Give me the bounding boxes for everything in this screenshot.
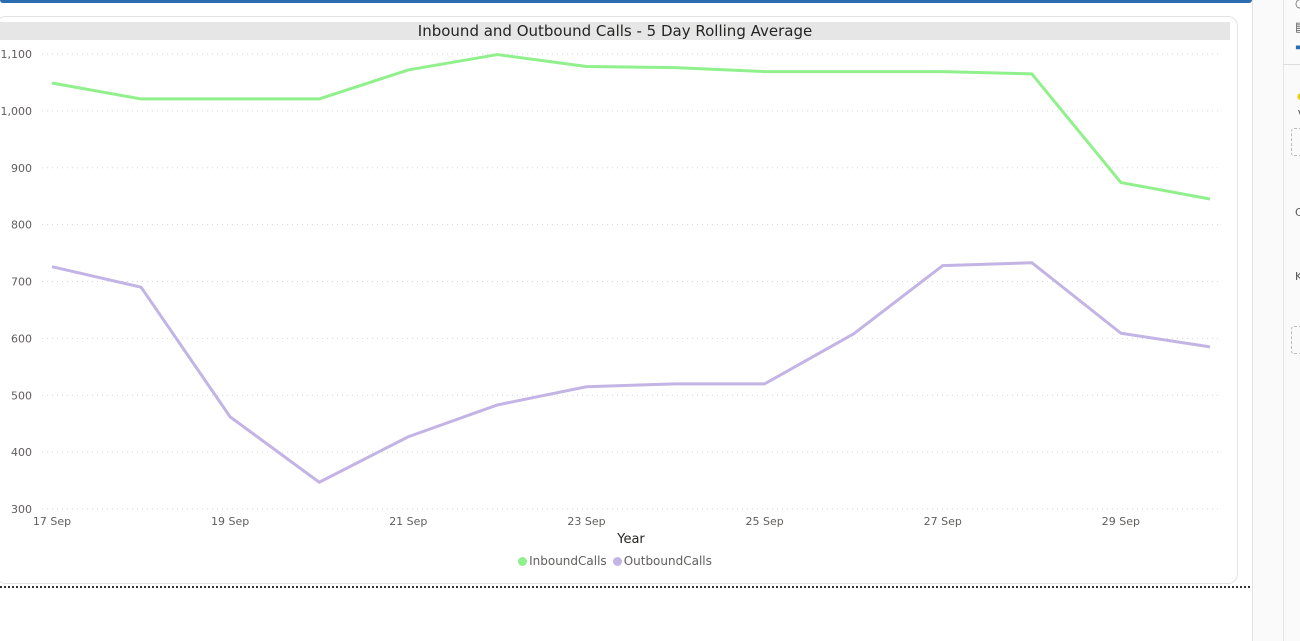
page-boundary-divider bbox=[0, 586, 1250, 588]
y-tick-label: 800 bbox=[11, 219, 32, 232]
data-point-outboundcalls[interactable] bbox=[937, 260, 949, 272]
data-point-inboundcalls[interactable] bbox=[580, 61, 592, 73]
top-visual-edge bbox=[0, 0, 1252, 3]
data-point-outboundcalls[interactable] bbox=[313, 476, 325, 488]
y-tick-label: 900 bbox=[11, 162, 32, 175]
x-tick-label: 17 Sep bbox=[33, 515, 71, 528]
chart-legend: InboundCalls OutboundCalls bbox=[0, 554, 1230, 568]
pane-divider bbox=[1283, 0, 1284, 641]
pane-letter: C bbox=[1295, 206, 1300, 219]
format-icon[interactable]: ▬ bbox=[1295, 42, 1300, 53]
data-point-outboundcalls[interactable] bbox=[1204, 341, 1216, 353]
x-tick-label: 21 Sep bbox=[389, 515, 427, 528]
legend-item-outbound[interactable]: OutboundCalls bbox=[612, 554, 712, 568]
y-tick-label: 400 bbox=[11, 446, 32, 459]
data-point-inboundcalls[interactable] bbox=[937, 66, 949, 78]
chart-visual-card[interactable] bbox=[0, 16, 1238, 584]
field-well[interactable] bbox=[1291, 128, 1300, 156]
data-point-outboundcalls[interactable] bbox=[848, 328, 860, 340]
line-chart[interactable]: 300 400 500 600 700 800 900 1,000 1,100 17 Sep 19… bbox=[0, 0, 1240, 580]
legend-marker-icon bbox=[612, 556, 622, 566]
data-point-inboundcalls[interactable] bbox=[848, 66, 860, 78]
x-tick-label: 27 Sep bbox=[924, 515, 962, 528]
pane-letter: K bbox=[1295, 270, 1300, 283]
data-point-outboundcalls[interactable] bbox=[580, 381, 592, 393]
data-point-outboundcalls[interactable] bbox=[46, 261, 58, 273]
pane-letter: V bbox=[1298, 108, 1300, 121]
data-point-inboundcalls[interactable] bbox=[46, 77, 58, 89]
table-icon[interactable]: ▤ bbox=[1295, 20, 1300, 35]
y-tick-label: 600 bbox=[11, 332, 32, 345]
star-icon: ● bbox=[1297, 92, 1300, 102]
filter-icon[interactable]: ◔ bbox=[1295, 0, 1300, 10]
pane-separator bbox=[1283, 64, 1300, 65]
data-point-inboundcalls[interactable] bbox=[313, 93, 325, 105]
right-side-pane: ◔ ▤ ▬ ● V C K bbox=[1252, 0, 1300, 641]
data-point-inboundcalls[interactable] bbox=[1204, 193, 1216, 205]
x-axis-title: Year bbox=[616, 532, 645, 547]
legend-item-inbound[interactable]: InboundCalls bbox=[518, 554, 607, 568]
data-point-inboundcalls[interactable] bbox=[1115, 177, 1127, 189]
y-tick-label: 500 bbox=[11, 389, 32, 402]
data-point-inboundcalls[interactable] bbox=[224, 93, 236, 105]
data-point-inboundcalls[interactable] bbox=[759, 66, 771, 78]
data-point-outboundcalls[interactable] bbox=[402, 431, 414, 443]
data-point-inboundcalls[interactable] bbox=[1026, 68, 1038, 80]
chart-gridlines bbox=[42, 53, 1220, 510]
legend-label: InboundCalls bbox=[529, 554, 607, 568]
data-point-outboundcalls[interactable] bbox=[759, 378, 771, 390]
data-point-outboundcalls[interactable] bbox=[224, 411, 236, 423]
y-tick-label: 1,000 bbox=[1, 105, 33, 118]
y-tick-label: 1,100 bbox=[1, 48, 33, 61]
x-axis-ticks: 17 Sep 19 Sep 21 Sep 23 Sep 25 Sep 27 Sep 29 S… bbox=[33, 515, 1140, 528]
series-line-inboundcalls[interactable] bbox=[51, 53, 1211, 201]
chart-series-lines bbox=[46, 49, 1216, 488]
y-axis-ticks: 300 400 500 600 700 800 900 1,000 1,100 bbox=[1, 48, 33, 516]
series-line-outboundcalls[interactable] bbox=[51, 261, 1211, 484]
data-point-inboundcalls[interactable] bbox=[670, 62, 682, 74]
chart-title-bar bbox=[0, 22, 1230, 40]
x-tick-label: 29 Sep bbox=[1102, 515, 1140, 528]
data-point-inboundcalls[interactable] bbox=[135, 93, 147, 105]
data-point-outboundcalls[interactable] bbox=[135, 281, 147, 293]
x-tick-label: 25 Sep bbox=[745, 515, 783, 528]
data-point-outboundcalls[interactable] bbox=[491, 399, 503, 411]
x-tick-label: 23 Sep bbox=[567, 515, 605, 528]
field-well[interactable] bbox=[1291, 326, 1300, 354]
chart-title: Inbound and Outbound Calls - 5 Day Rolli… bbox=[417, 22, 813, 40]
data-point-outboundcalls[interactable] bbox=[1026, 257, 1038, 269]
data-point-outboundcalls[interactable] bbox=[1115, 327, 1127, 339]
data-point-inboundcalls[interactable] bbox=[491, 49, 503, 61]
legend-marker-icon bbox=[518, 556, 528, 566]
legend-label: OutboundCalls bbox=[623, 554, 712, 568]
data-point-inboundcalls[interactable] bbox=[402, 64, 414, 76]
y-tick-label: 700 bbox=[11, 276, 32, 289]
data-point-outboundcalls[interactable] bbox=[670, 378, 682, 390]
y-tick-label: 300 bbox=[11, 503, 32, 516]
x-tick-label: 19 Sep bbox=[211, 515, 249, 528]
